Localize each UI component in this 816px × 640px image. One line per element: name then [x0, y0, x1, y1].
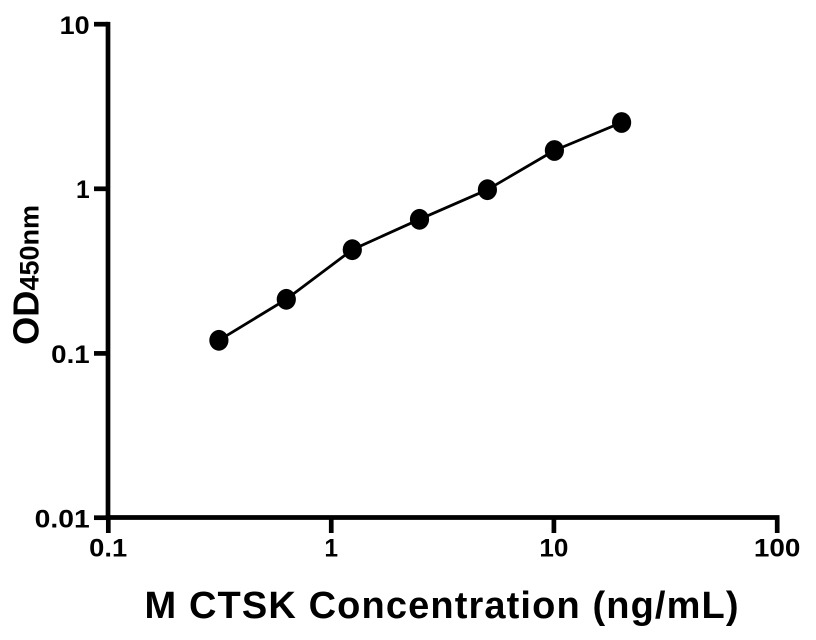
svg-text:0.1: 0.1	[89, 536, 127, 563]
svg-text:10: 10	[539, 536, 568, 563]
svg-text:10: 10	[60, 13, 90, 40]
svg-text:100: 100	[754, 536, 801, 563]
svg-text:0.01: 0.01	[35, 506, 90, 533]
svg-text:M CTSK Concentration (ng/mL): M CTSK Concentration (ng/mL)	[145, 585, 739, 627]
svg-text:1: 1	[324, 536, 338, 563]
svg-text:0.1: 0.1	[51, 342, 90, 369]
svg-text:OD450nm: OD450nm	[6, 205, 47, 345]
svg-text:1: 1	[76, 177, 90, 204]
